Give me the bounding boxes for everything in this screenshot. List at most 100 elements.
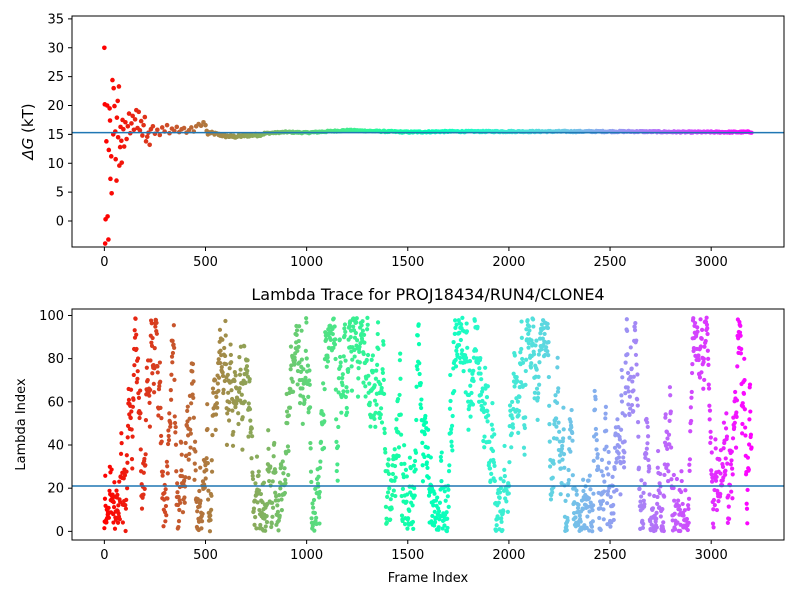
lambda-point xyxy=(117,517,122,522)
lambda-point xyxy=(706,382,711,387)
lambda-point xyxy=(297,401,303,406)
lambda-point xyxy=(160,473,165,478)
lambda-point xyxy=(554,436,559,441)
lambda-point xyxy=(529,361,534,366)
lambda-point xyxy=(629,366,634,371)
lambda-point xyxy=(152,346,157,351)
lambda-point xyxy=(523,415,528,420)
lambda-point xyxy=(350,357,355,362)
lambda-point xyxy=(448,372,453,378)
lambda-point xyxy=(630,379,635,384)
lambda-point xyxy=(546,340,551,345)
lambda-point xyxy=(357,344,362,349)
lambda-point xyxy=(489,471,494,476)
lambda-point xyxy=(159,433,164,439)
lambda-point xyxy=(555,389,561,394)
lambda-point xyxy=(303,348,308,353)
lambda-point xyxy=(621,459,626,465)
lambda-point xyxy=(236,421,241,427)
lambda-point xyxy=(698,344,703,349)
lambda-point xyxy=(385,490,391,495)
lambda-point xyxy=(449,423,455,428)
lambda-point xyxy=(223,353,228,359)
lambda-point xyxy=(300,421,305,426)
lambda-point xyxy=(631,374,636,379)
lambda-point xyxy=(733,389,738,395)
lambda-point xyxy=(342,322,348,327)
lambda-point xyxy=(288,344,294,349)
lambda-point xyxy=(172,414,177,419)
lambda-point xyxy=(363,384,368,389)
lambda-point xyxy=(451,339,456,345)
lambda-point xyxy=(611,517,616,523)
lambda-point xyxy=(711,507,716,512)
lambda-point xyxy=(547,439,552,444)
lambda-point xyxy=(118,451,124,456)
lambda-point xyxy=(174,469,179,474)
lambda-point xyxy=(585,514,590,519)
lambda-point xyxy=(362,340,367,345)
lambda-point xyxy=(111,520,116,525)
delta-g-point xyxy=(114,115,120,120)
lambda-point xyxy=(102,496,108,501)
lambda-point xyxy=(532,390,538,395)
lambda-point xyxy=(402,522,408,527)
lambda-point xyxy=(250,476,256,482)
lambda-point xyxy=(391,488,396,493)
lambda-point xyxy=(213,378,218,383)
lambda-point xyxy=(655,448,661,454)
lambda-point xyxy=(665,436,670,441)
delta-g-point xyxy=(107,118,113,123)
lambda-point xyxy=(527,324,532,329)
lambda-point xyxy=(682,508,687,513)
lambda-point xyxy=(437,500,443,505)
lambda-point xyxy=(287,405,293,410)
lambda-point xyxy=(264,513,269,519)
lambda-point xyxy=(494,523,499,528)
lambda-point xyxy=(584,525,589,530)
lambda-point xyxy=(720,464,726,469)
lambda-point xyxy=(568,419,573,424)
lambda-point xyxy=(357,360,362,365)
lambda-point xyxy=(492,463,497,468)
lambda-point xyxy=(606,449,611,455)
lambda-point xyxy=(514,375,519,380)
lambda-point xyxy=(134,346,139,352)
lambda-point xyxy=(147,424,152,429)
lambda-point xyxy=(173,424,178,430)
lambda-point xyxy=(544,345,549,350)
lambda-point xyxy=(644,451,649,456)
lambda-point xyxy=(226,407,231,412)
lambda-point xyxy=(317,489,322,495)
lambda-point xyxy=(240,447,245,452)
lambda-point xyxy=(662,494,667,499)
lambda-point xyxy=(243,380,248,386)
lambda-point xyxy=(547,422,552,427)
lambda-point xyxy=(701,386,706,391)
lambda-point xyxy=(638,494,644,499)
lambda-point xyxy=(418,402,423,407)
lambda-point xyxy=(247,407,253,412)
lambda-point xyxy=(415,333,420,338)
lambda-point xyxy=(669,477,674,482)
delta-g-point xyxy=(141,122,146,128)
lambda-point xyxy=(168,424,173,429)
lambda-point xyxy=(366,373,371,378)
lambda-point xyxy=(464,329,470,334)
lambda-point xyxy=(129,427,134,432)
lambda-point xyxy=(686,506,691,511)
lambda-point xyxy=(676,503,682,509)
lambda-point xyxy=(591,491,596,496)
lambda-point xyxy=(747,382,753,387)
lambda-point xyxy=(290,379,295,384)
lambda-point xyxy=(257,488,262,493)
lambda-point xyxy=(244,364,250,369)
lambda-point xyxy=(634,362,639,367)
lambda-point xyxy=(464,321,469,326)
lambda-point xyxy=(605,489,611,494)
lambda-point xyxy=(321,381,326,386)
lambda-point xyxy=(115,520,121,525)
lambda-point xyxy=(616,451,621,456)
lambda-point xyxy=(275,509,281,514)
lambda-point xyxy=(279,497,284,502)
